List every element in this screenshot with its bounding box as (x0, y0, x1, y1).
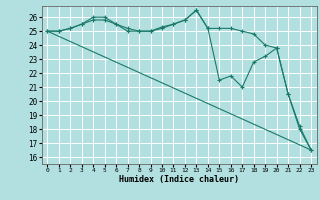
X-axis label: Humidex (Indice chaleur): Humidex (Indice chaleur) (119, 175, 239, 184)
